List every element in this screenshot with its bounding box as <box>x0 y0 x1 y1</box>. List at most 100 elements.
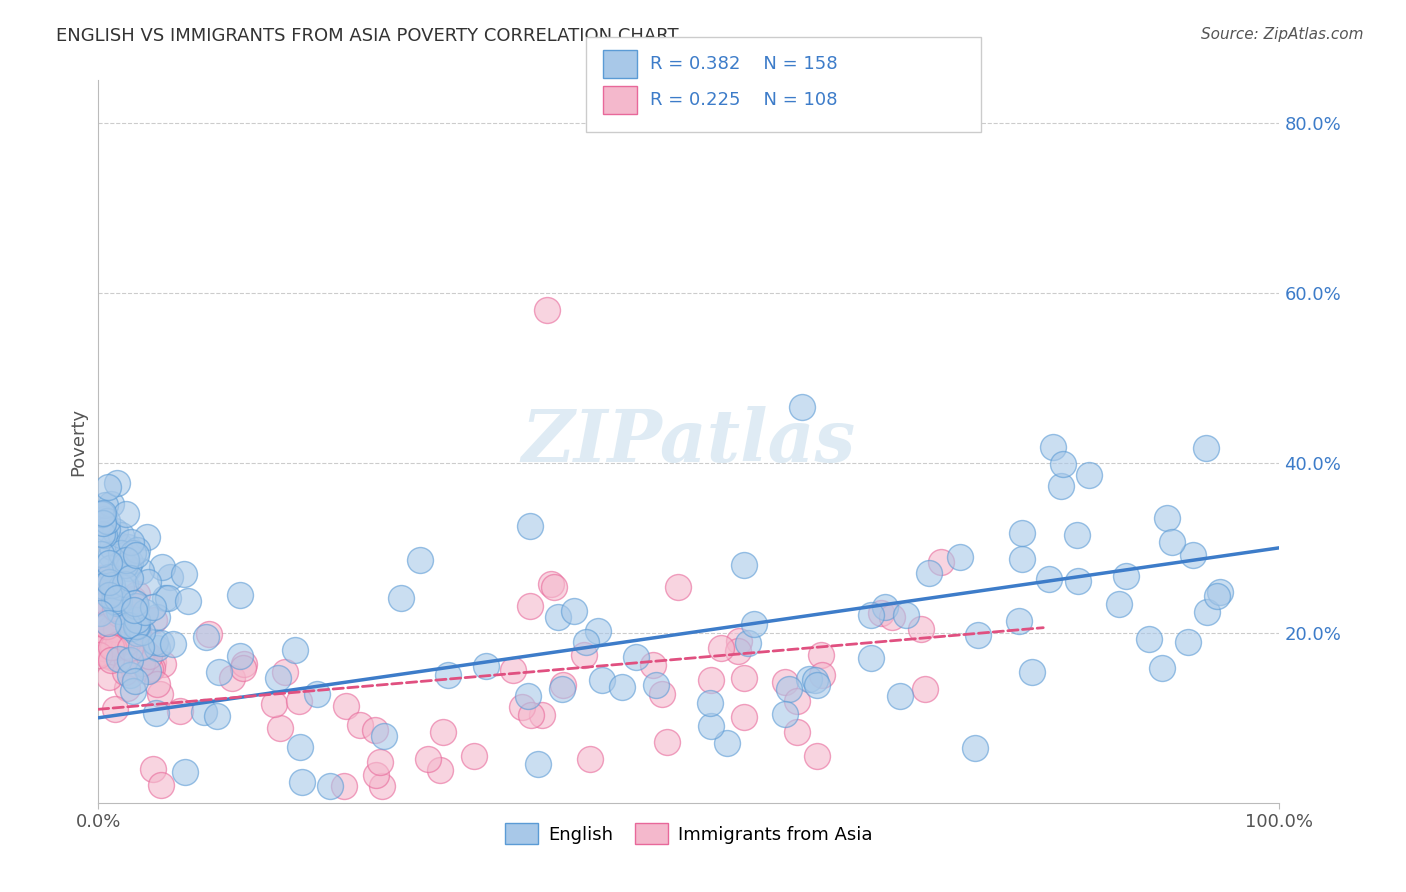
Point <box>104 702 127 716</box>
Point <box>1182 548 1205 562</box>
Point <box>131 656 153 670</box>
Point <box>138 648 160 663</box>
Point <box>117 618 139 632</box>
Point <box>104 601 127 615</box>
Point <box>104 651 127 665</box>
Point <box>97 557 120 571</box>
Point <box>149 778 172 792</box>
Point <box>882 610 904 624</box>
Point <box>389 591 412 606</box>
Point <box>90 547 112 561</box>
Point <box>644 678 666 692</box>
Point <box>1052 457 1074 471</box>
Point <box>100 622 122 636</box>
Point <box>373 729 395 743</box>
Point <box>773 707 796 722</box>
Point <box>869 607 891 621</box>
Point <box>114 576 136 591</box>
Point <box>1177 635 1199 649</box>
Point <box>307 687 329 701</box>
Point <box>120 653 142 667</box>
Point <box>107 607 129 622</box>
Point <box>89 606 111 620</box>
Point <box>263 697 285 711</box>
Point <box>136 664 159 678</box>
Point <box>437 668 460 682</box>
Text: ZIPatlas: ZIPatlas <box>522 406 856 477</box>
Point <box>121 625 143 640</box>
Point <box>1021 665 1043 680</box>
Point <box>110 546 132 560</box>
Point <box>91 527 114 541</box>
Point <box>100 548 122 562</box>
Point <box>96 573 118 587</box>
Point <box>142 655 165 669</box>
Point <box>860 651 883 665</box>
Point <box>108 538 131 552</box>
Point <box>551 681 574 696</box>
Point <box>232 661 254 675</box>
Point <box>108 594 131 608</box>
Point <box>540 576 562 591</box>
Point <box>91 506 114 520</box>
Point <box>368 756 391 770</box>
Point <box>799 673 821 687</box>
Point <box>100 497 122 511</box>
Point <box>125 626 148 640</box>
Point <box>114 558 136 572</box>
Point <box>194 631 217 645</box>
Point <box>142 600 165 615</box>
Point <box>108 652 131 666</box>
Point <box>173 567 195 582</box>
Point <box>1156 511 1178 525</box>
Point <box>1160 535 1182 549</box>
Point <box>641 657 664 672</box>
Point <box>124 626 146 640</box>
Point <box>527 756 550 771</box>
Point <box>118 571 141 585</box>
Point <box>274 665 297 679</box>
Point <box>96 619 118 633</box>
Point <box>875 599 897 614</box>
Point <box>1150 661 1173 675</box>
Point <box>120 667 142 681</box>
Point <box>319 779 342 793</box>
Point <box>100 589 122 603</box>
Point <box>716 736 738 750</box>
Point <box>103 593 125 607</box>
Point <box>1066 528 1088 542</box>
Point <box>89 648 111 663</box>
Point <box>89 609 111 624</box>
Point <box>335 698 357 713</box>
Point <box>97 670 120 684</box>
Point <box>1042 440 1064 454</box>
Point <box>288 694 311 708</box>
Point <box>291 775 314 789</box>
Point <box>162 637 184 651</box>
Point <box>149 636 172 650</box>
Point <box>591 673 613 688</box>
Point <box>110 556 132 570</box>
Point <box>269 722 291 736</box>
Point <box>121 591 143 606</box>
Text: ENGLISH VS IMMIGRANTS FROM ASIA POVERTY CORRELATION CHART: ENGLISH VS IMMIGRANTS FROM ASIA POVERTY … <box>56 27 679 45</box>
Point <box>564 604 586 618</box>
Point <box>149 687 172 701</box>
Point <box>418 752 440 766</box>
Point <box>117 560 139 574</box>
Point <box>104 635 127 649</box>
Point <box>790 400 813 414</box>
Y-axis label: Poverty: Poverty <box>69 408 87 475</box>
Text: R = 0.382    N = 158: R = 0.382 N = 158 <box>650 55 837 73</box>
Point <box>502 663 524 677</box>
Point <box>727 644 749 658</box>
Point <box>96 480 118 494</box>
Point <box>575 635 598 649</box>
Point <box>531 708 554 723</box>
Point <box>136 574 159 589</box>
Point <box>207 708 229 723</box>
Point <box>125 599 148 614</box>
Point <box>1209 585 1232 599</box>
Point <box>963 741 986 756</box>
Point <box>115 654 138 668</box>
